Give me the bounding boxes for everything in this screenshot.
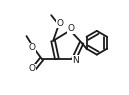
Text: O: O bbox=[57, 19, 64, 28]
Text: O: O bbox=[28, 44, 35, 52]
Text: O: O bbox=[67, 25, 74, 33]
Text: O: O bbox=[28, 64, 35, 73]
Text: N: N bbox=[72, 56, 79, 65]
